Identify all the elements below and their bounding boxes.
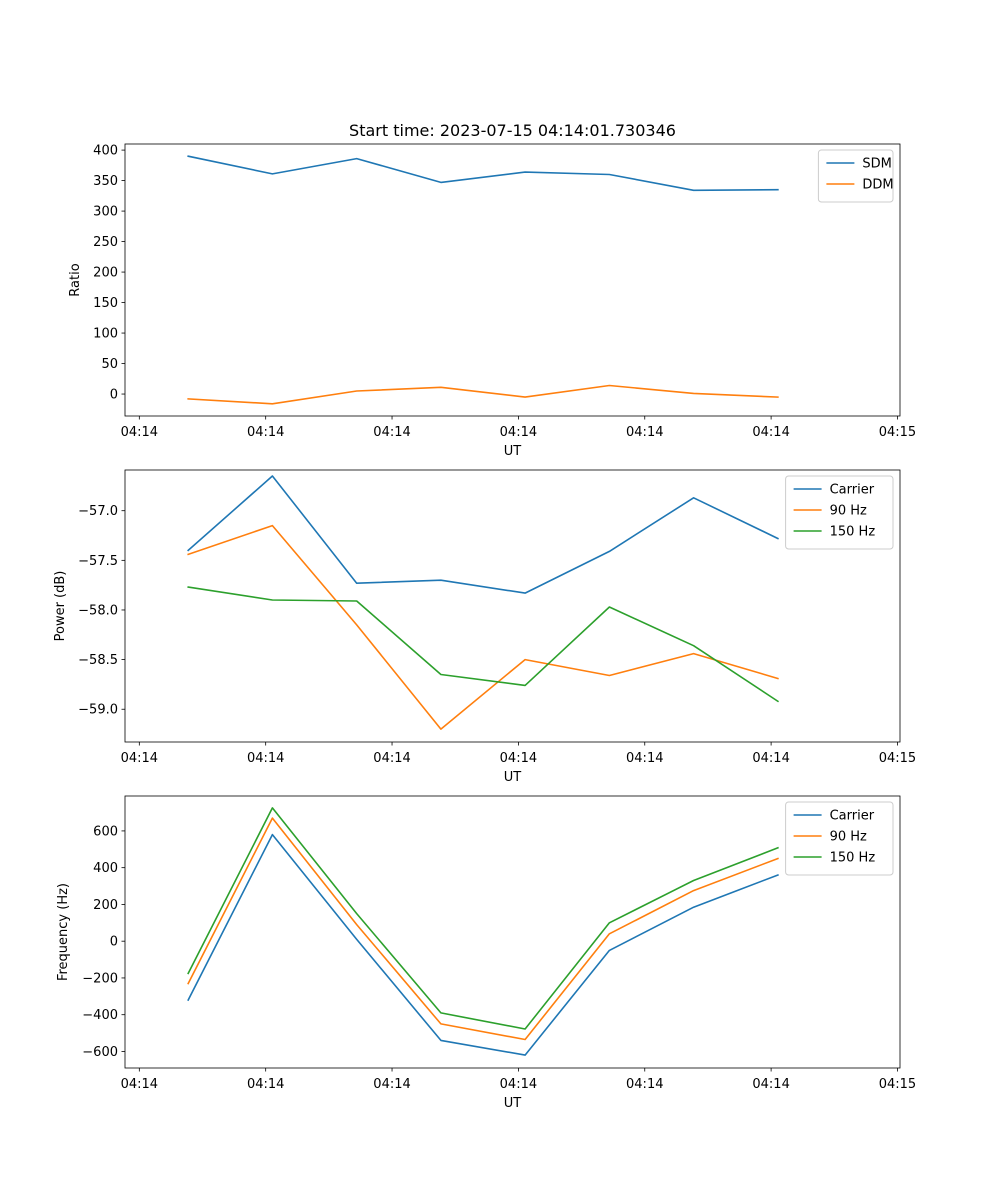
chart-2-x-tick-label: 04:14	[752, 1077, 789, 1092]
chart-2-y-tick-label: −400	[82, 1008, 118, 1023]
chart-2-x-tick-label: 04:14	[373, 1077, 410, 1092]
chart-2-plot-frame	[124, 795, 901, 1069]
chart-2-legend-label-carrier: Carrier	[830, 809, 875, 824]
chart-1-x-axis-label: UT	[504, 770, 522, 785]
chart-1-legend-label-150-hz: 150 Hz	[830, 525, 876, 540]
chart-1-y-tick-label: −57.0	[78, 504, 118, 519]
chart-2-series-line-150-hz	[187, 807, 779, 1030]
chart-0-y-tick-label: 400	[93, 144, 118, 159]
chart-1-x-tick-label: 04:14	[752, 751, 789, 766]
chart-0-y-tick-label: 350	[93, 174, 118, 189]
chart-1-series-line-150-hz	[187, 586, 780, 703]
chart-1-y-tick-label: −59.0	[78, 703, 118, 718]
chart-1-legend-label-carrier: Carrier	[830, 483, 875, 498]
ratio-panel: 0 50 100 150 200 250 300 350 400 04:14 04:14 04:14 0…	[68, 144, 916, 459]
chart-1-series-line-carrier	[187, 475, 779, 594]
chart-0-y-tick-label: 300	[93, 205, 118, 220]
chart-2-x-tick-label: 04:14	[247, 1077, 284, 1092]
chart-0-plot-frame	[124, 143, 901, 417]
chart-2-x-tick-label: 04:15	[879, 1077, 916, 1092]
chart-2-x-tick-label: 04:14	[626, 1077, 663, 1092]
chart-0-y-tick-label: 0	[110, 388, 118, 403]
chart-2-y-tick-label: −600	[82, 1045, 118, 1060]
chart-1-x-tick-label: 04:14	[500, 751, 537, 766]
chart-1-x-tick-label: 04:14	[247, 751, 284, 766]
chart-2-y-tick-label: 200	[93, 898, 118, 913]
chart-1-x-tick-label: 04:14	[626, 751, 663, 766]
chart-0-x-tick-label: 04:14	[752, 425, 789, 440]
chart-0-y-tick-label: 200	[93, 266, 118, 281]
chart-0-x-axis-label: UT	[504, 444, 522, 459]
chart-1-y-tick-label: −58.5	[78, 653, 118, 668]
chart-2-series-line-carrier	[187, 833, 779, 1056]
chart-2-x-tick-label: 04:14	[500, 1077, 537, 1092]
chart-1-y-tick-label: −58.0	[78, 603, 118, 618]
chart-2-y-tick-label: −200	[82, 971, 118, 986]
chart-0-x-tick-label: 04:14	[500, 425, 537, 440]
chart-2-y-tick-label: 0	[110, 935, 118, 950]
chart-0-x-tick-label: 04:14	[247, 425, 284, 440]
chart-1-x-tick-label: 04:15	[879, 751, 916, 766]
chart-0-series-line-ddm	[187, 384, 779, 405]
chart-2-y-axis-label: Frequency (Hz)	[56, 883, 71, 981]
chart-0-x-tick-label: 04:14	[373, 425, 410, 440]
chart-2-legend-label-150-hz: 150 Hz	[830, 851, 876, 866]
chart-2-x-axis-label: UT	[504, 1096, 522, 1111]
chart-0-y-tick-label: 50	[101, 357, 118, 372]
chart-0-y-tick-label: 150	[93, 296, 118, 311]
chart-2-y-tick-label: 400	[93, 861, 118, 876]
chart-0-legend-label-ddm: DDM	[862, 178, 893, 193]
chart-0-x-tick-label: 04:15	[879, 425, 916, 440]
frequency-panel: −600 −400 −200 0 200 400 600 04:14 04:14 04:14 04:…	[56, 795, 916, 1111]
chart-0-y-tick-label: 100	[93, 327, 118, 342]
chart-1-y-axis-label: Power (dB)	[53, 571, 68, 642]
power-panel: −59.0 −58.5 −58.0 −57.5 −57.0 04:14 04:14 04:14…	[53, 469, 916, 785]
figure-title: Start time: 2023-07-15 04:14:01.730346	[349, 121, 676, 140]
chart-0-x-tick-label: 04:14	[626, 425, 663, 440]
chart-0-y-tick-label: 250	[93, 235, 118, 250]
chart-0-legend-label-sdm: SDM	[862, 157, 891, 172]
chart-0-y-axis-label: Ratio	[68, 263, 83, 296]
chart-1-legend-label-90-hz: 90 Hz	[830, 504, 867, 519]
chart-2-legend-label-90-hz: 90 Hz	[830, 830, 867, 845]
chart-0-series-line-sdm	[187, 155, 779, 192]
chart-1-series-line-90-hz	[187, 524, 779, 730]
chart-2-y-tick-label: 600	[93, 824, 118, 839]
chart-1-plot-frame	[124, 469, 901, 743]
chart-2-x-tick-label: 04:14	[121, 1077, 158, 1092]
chart-1-x-tick-label: 04:14	[373, 751, 410, 766]
chart-1-x-tick-label: 04:14	[121, 751, 158, 766]
chart-0-x-tick-label: 04:14	[121, 425, 158, 440]
chart-1-y-tick-label: −57.5	[78, 554, 118, 569]
chart-2-series-line-90-hz	[187, 817, 779, 1041]
